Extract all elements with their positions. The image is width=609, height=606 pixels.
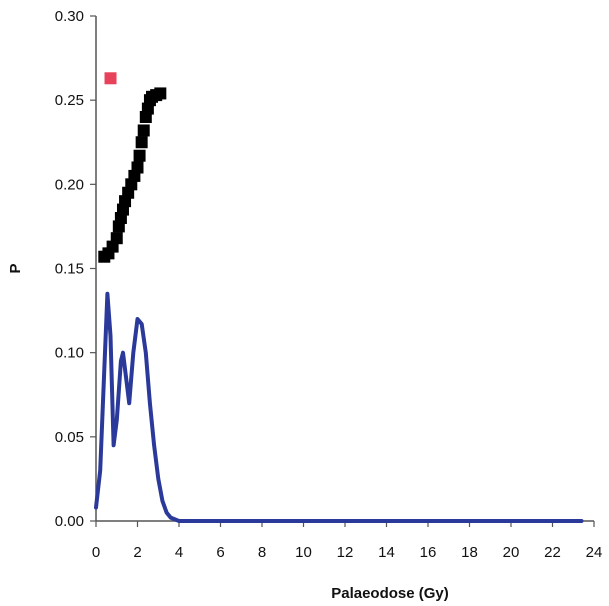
x-ticks: 0 2 4 6 8 10 12 14 16 18 20 22 24 [92,521,603,561]
x-axis-title: Palaeodose (Gy) [331,585,449,602]
y-tick-label: 0.15 [55,261,84,278]
x-tick-label: 10 [295,544,312,561]
x-tick-label: 14 [378,544,395,561]
x-tick-label: 22 [544,544,561,561]
black-data-point [131,161,144,174]
x-tick-label: 0 [92,544,100,561]
y-tick-label: 0.05 [55,429,84,446]
x-tick-label: 18 [461,544,478,561]
x-tick-label: 20 [503,544,520,561]
y-tick-label: 0.30 [55,8,84,25]
y-tick-label: 0.25 [55,92,84,109]
y-tick-label: 0.20 [55,176,84,193]
x-tick-label: 12 [337,544,354,561]
x-tick-label: 4 [175,544,183,561]
black-data-point [125,178,138,191]
x-tick-label: 6 [216,544,224,561]
probability-curve [94,291,584,523]
y-axis-title: P [7,263,24,273]
black-data-point [133,149,146,162]
x-tick-label: 24 [586,544,603,561]
black-data-point [135,136,148,149]
x-tick-label: 2 [133,544,141,561]
x-tick-label: 8 [258,544,266,561]
x-tick-label: 16 [420,544,437,561]
y-tick-label: 0.10 [55,345,84,362]
y-tick-label: 0.00 [55,513,84,530]
y-ticks: 0.00 0.05 0.10 0.15 0.20 0.25 0.30 [55,8,96,530]
axes [95,16,594,522]
black-data-point [137,124,150,137]
black-data-point [154,87,167,100]
plot-series [94,72,584,523]
red-data-point [104,72,117,85]
black-data-point [110,232,123,245]
